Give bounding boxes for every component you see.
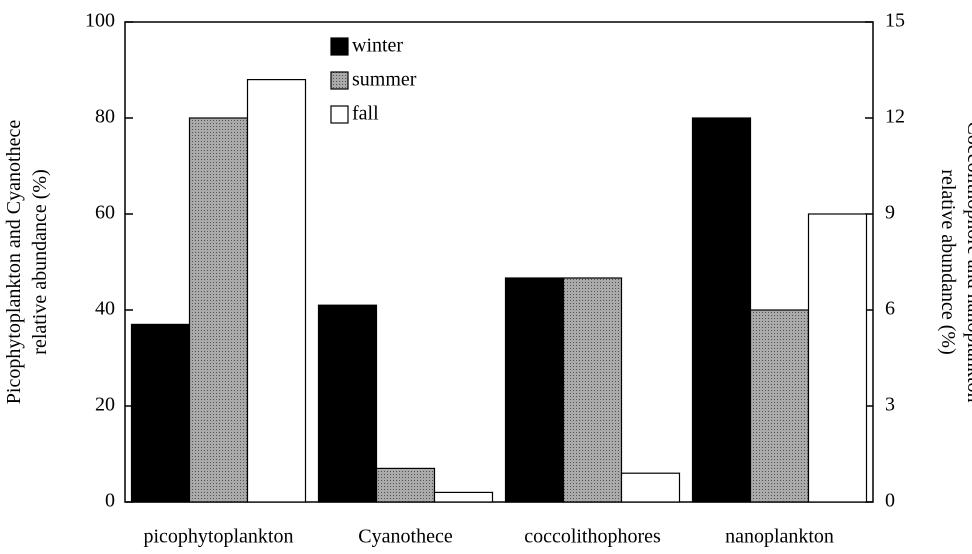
legend-label: summer xyxy=(352,69,417,91)
x-tick-label: Cyanothece xyxy=(358,526,453,548)
bar xyxy=(375,467,436,503)
bar xyxy=(562,277,623,503)
y-tick-label: 100 xyxy=(85,10,115,32)
bar xyxy=(246,78,307,503)
y2-tick-label: 12 xyxy=(885,106,905,128)
plot-frame xyxy=(124,21,874,503)
y2-tick-label: 3 xyxy=(885,394,895,416)
y2-tick-label: 9 xyxy=(885,202,895,224)
bar xyxy=(317,304,378,503)
x-tick-label: coccolithophores xyxy=(524,526,661,548)
y2-axis-label: Coccolithophore and nanoplanktonrelative… xyxy=(937,121,972,402)
legend-label: winter xyxy=(352,35,403,57)
bar xyxy=(620,472,681,503)
bar xyxy=(691,117,752,503)
bar xyxy=(188,117,249,503)
y-tick-label: 20 xyxy=(95,394,115,416)
legend-swatch xyxy=(330,71,349,90)
bar xyxy=(130,323,191,503)
bar xyxy=(504,277,565,503)
bar xyxy=(433,491,494,503)
legend-label: fall xyxy=(352,103,379,125)
bar xyxy=(749,309,810,503)
y-tick-label: 60 xyxy=(95,202,115,224)
y-tick-label: 40 xyxy=(95,298,115,320)
bar xyxy=(807,213,868,503)
x-tick-label: nanoplankton xyxy=(725,526,834,548)
y2-tick-label: 6 xyxy=(885,298,895,320)
y-tick-label: 0 xyxy=(105,490,115,512)
y-axis-label: Picophytoplankton and Cyanothece relative… xyxy=(3,120,51,405)
legend-swatch xyxy=(330,105,349,124)
y-tick-label: 80 xyxy=(95,106,115,128)
y2-tick-label: 15 xyxy=(885,10,905,32)
y2-tick-label: 0 xyxy=(885,490,895,512)
x-tick-label: picophytoplankton xyxy=(144,526,294,548)
legend-swatch xyxy=(330,37,349,56)
